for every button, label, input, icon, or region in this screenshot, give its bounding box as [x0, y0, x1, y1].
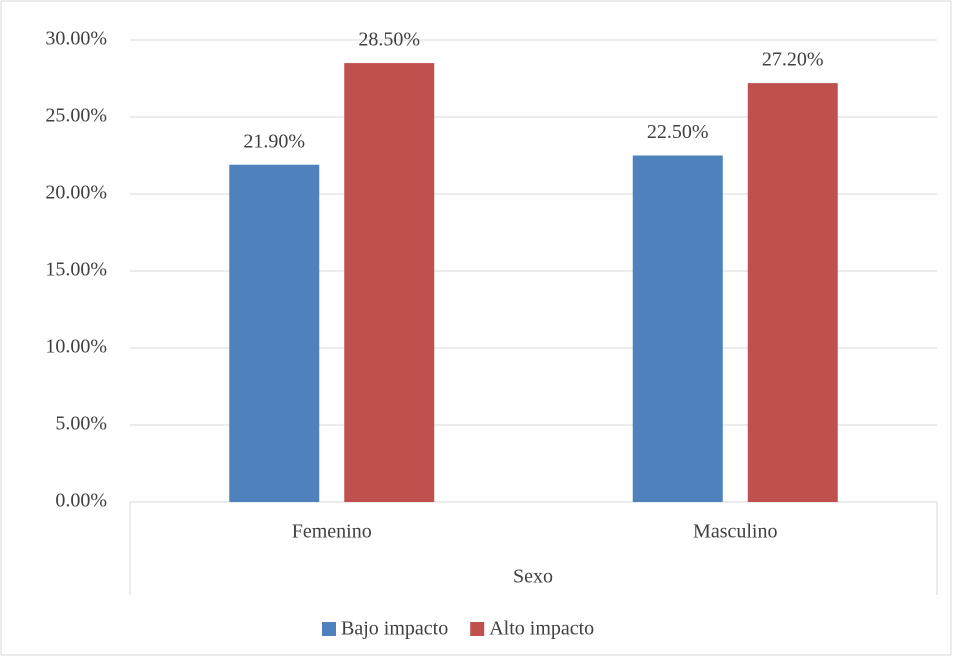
legend-label: Alto impacto: [489, 618, 594, 640]
x-tick-label: Masculino: [693, 521, 777, 543]
bar: [632, 155, 723, 502]
y-tick-label: 20.00%: [45, 182, 107, 204]
data-label: 28.50%: [358, 29, 420, 51]
y-tick-label: 0.00%: [55, 490, 107, 512]
data-label: 22.50%: [647, 121, 709, 143]
y-tick-label: 15.00%: [45, 259, 107, 281]
data-label: 27.20%: [762, 49, 824, 71]
bar: [747, 83, 838, 503]
x-axis-label: Sexo: [513, 566, 553, 588]
legend-label: Bajo impacto: [341, 618, 448, 640]
legend-swatch: [322, 622, 336, 636]
y-tick-label: 30.00%: [45, 28, 107, 50]
bar: [344, 63, 435, 502]
y-tick-label: 5.00%: [55, 413, 107, 435]
data-label: 21.90%: [243, 130, 305, 152]
bar: [229, 164, 320, 503]
y-tick-label: 25.00%: [45, 105, 107, 127]
y-tick-label: 10.00%: [45, 336, 107, 358]
x-tick-label: Femenino: [292, 521, 372, 543]
legend-swatch: [470, 622, 485, 636]
